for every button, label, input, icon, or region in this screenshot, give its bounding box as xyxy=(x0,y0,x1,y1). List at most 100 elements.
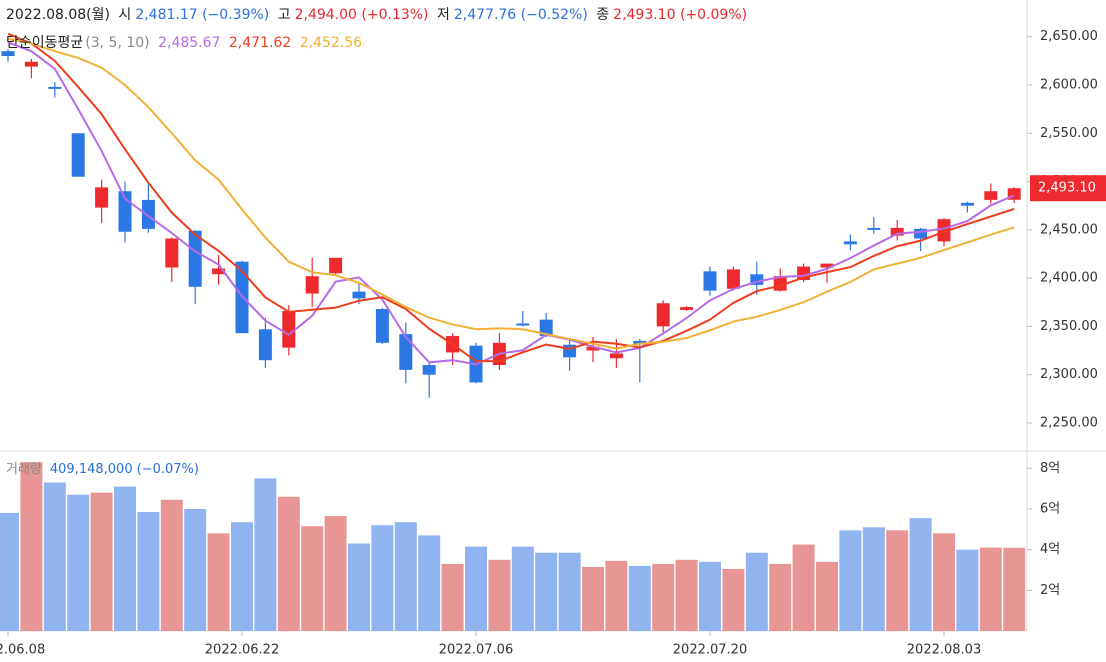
volume-bar xyxy=(465,546,487,631)
volume-bar xyxy=(769,563,792,631)
open-label: 시 xyxy=(118,7,132,23)
ma-legend-value: 2,471.62 xyxy=(228,35,292,51)
x-tick-label: 2022.07.06 xyxy=(439,643,513,658)
ma-line xyxy=(7,41,1015,366)
volume-bar xyxy=(792,544,815,631)
volume-change: (−0.07%) xyxy=(136,462,199,477)
close-label: 종 xyxy=(596,7,610,23)
high-label: 고 xyxy=(277,7,291,23)
candle-body xyxy=(843,241,857,245)
volume-bar xyxy=(67,494,90,631)
candle-body xyxy=(609,353,623,359)
volume-bar xyxy=(43,482,66,631)
volume-bar xyxy=(862,527,885,631)
low-label: 저 xyxy=(436,7,450,23)
volume-bar xyxy=(114,486,136,631)
volume-bar xyxy=(628,565,651,631)
candle-body xyxy=(820,263,834,268)
candle-body xyxy=(71,133,85,177)
candle-body xyxy=(212,268,226,275)
candle-body xyxy=(867,227,881,230)
volume-bar xyxy=(582,566,604,631)
volume-bar xyxy=(20,462,43,631)
volume-bar xyxy=(231,522,253,631)
y-tick-label: 2,400.00 xyxy=(1040,271,1098,286)
volume-bar xyxy=(933,533,955,631)
ma-params: (3, 5, 10) xyxy=(85,35,150,51)
ma-legend-value: 2,452.56 xyxy=(299,35,363,51)
y-tick-label: 2,450.00 xyxy=(1040,222,1098,237)
volume-bar xyxy=(348,543,370,631)
candle-body xyxy=(165,238,179,268)
open-value: 2,481.17 (−0.39%) xyxy=(135,7,270,23)
y-tick-label: 2,350.00 xyxy=(1040,319,1098,334)
candle-body xyxy=(539,319,553,337)
candle-body xyxy=(656,303,670,327)
volume-bar xyxy=(254,478,277,631)
volume-bar xyxy=(324,516,347,631)
volume-bar xyxy=(371,525,394,631)
ohlc-header: 2022.08.08(월) 시 2,481.17 (−0.39%) 고 2,494.… xyxy=(6,4,751,24)
volume-bar xyxy=(675,559,698,631)
volume-bar xyxy=(839,530,862,631)
candle-body xyxy=(95,187,109,208)
candle-body xyxy=(750,274,764,285)
ma-line xyxy=(7,37,1015,350)
y-tick-label: 8억 xyxy=(1040,461,1060,476)
volume-bar xyxy=(1003,547,1026,631)
volume-bar xyxy=(816,561,838,631)
y-tick-label: 2,300.00 xyxy=(1040,367,1098,382)
volume-bar xyxy=(0,513,19,631)
last-price-label: 2,493.10 xyxy=(1038,181,1096,196)
volume-bar xyxy=(207,533,230,631)
candle-body xyxy=(984,191,998,200)
x-tick-label: 2022.06.08 xyxy=(0,643,45,658)
candle-body xyxy=(680,307,694,310)
volume-bar xyxy=(160,499,183,631)
candle-body xyxy=(282,310,296,348)
volume-bar xyxy=(605,560,628,631)
close-value: 2,493.10 (+0.09%) xyxy=(613,7,748,23)
candle-body xyxy=(703,271,717,291)
y-tick-label: 2,600.00 xyxy=(1040,77,1098,92)
candle-body xyxy=(305,276,319,294)
volume-bar xyxy=(886,530,909,631)
candle-body xyxy=(914,228,928,239)
volume-bar xyxy=(909,518,932,631)
volume-bar xyxy=(441,563,464,631)
x-tick-label: 2022.08.03 xyxy=(907,643,981,658)
candle-body xyxy=(422,365,436,375)
volume-bar xyxy=(745,552,768,631)
y-tick-label: 6억 xyxy=(1040,501,1060,516)
y-tick-label: 2,550.00 xyxy=(1040,126,1098,141)
volume-value: 409,148,000 xyxy=(49,462,133,477)
candle-body xyxy=(726,269,740,289)
x-tick-label: 2022.07.20 xyxy=(673,643,747,658)
candle-body xyxy=(329,257,343,274)
candle-body xyxy=(516,323,530,326)
y-tick-label: 2,250.00 xyxy=(1040,415,1098,430)
candle-body xyxy=(258,329,272,361)
candle-body xyxy=(48,86,62,89)
ma-title: 단순이동평균 xyxy=(6,35,84,51)
volume-bar xyxy=(722,568,745,631)
candle-body xyxy=(1007,188,1021,200)
volume-bar xyxy=(558,552,581,631)
y-tick-label: 4억 xyxy=(1040,542,1060,557)
volume-bar xyxy=(956,549,979,631)
volume-bar xyxy=(301,526,324,631)
candle-body xyxy=(399,334,413,370)
volume-bar xyxy=(90,492,113,631)
low-value: 2,477.76 (−0.52%) xyxy=(453,7,588,23)
volume-bar xyxy=(137,512,160,631)
candle-body xyxy=(141,199,155,229)
volume-bar xyxy=(535,552,558,631)
volume-bar xyxy=(979,547,1002,631)
candle-body xyxy=(352,291,366,299)
volume-bar xyxy=(184,508,207,631)
last-price-box xyxy=(1030,175,1106,202)
volume-title: 거래량 xyxy=(6,462,42,477)
candle-body xyxy=(960,202,974,206)
volume-legend: 거래량 409,148,000 (−0.07%) xyxy=(6,458,203,477)
